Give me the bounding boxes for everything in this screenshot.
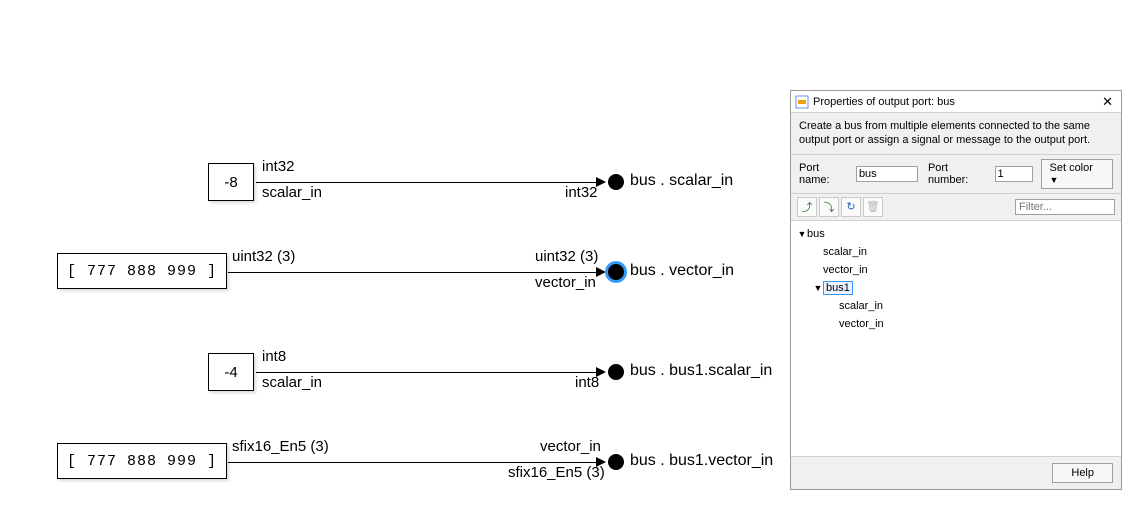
set-color-button[interactable]: Set color ▼ <box>1041 159 1114 189</box>
diagram-canvas: -8 int32 scalar_in int32 bus . scalar_in [ 77… <box>0 0 780 522</box>
signal-wire <box>256 372 596 373</box>
tree-node[interactable]: scalar_in <box>797 297 1115 315</box>
caret-down-icon[interactable]: ▼ <box>797 229 807 239</box>
source-block[interactable]: [ 777 888 999 ] <box>57 253 227 289</box>
dialog-titlebar[interactable]: Properties of output port: bus ✕ <box>791 91 1121 113</box>
arrowhead-icon <box>596 367 606 377</box>
set-color-label: Set color <box>1050 162 1093 174</box>
signal-label: sfix16_En5 (3) <box>508 464 605 481</box>
properties-dialog: Properties of output port: bus ✕ Create … <box>790 90 1122 490</box>
signal-label: int32 <box>565 184 598 201</box>
tree-node[interactable]: scalar_in <box>797 243 1115 261</box>
signal-label: vector_in <box>540 438 601 455</box>
source-block[interactable]: -4 <box>208 353 254 391</box>
output-port-dot[interactable] <box>608 264 624 280</box>
signal-label: uint32 (3) <box>535 248 598 265</box>
app-icon <box>795 95 809 109</box>
signal-tree[interactable]: ▼busscalar_invector_in▼bus1scalar_invect… <box>791 221 1121 456</box>
port-label: bus . bus1.scalar_in <box>630 362 772 380</box>
signal-label: scalar_in <box>262 374 322 391</box>
signal-label: scalar_in <box>262 184 322 201</box>
output-port-dot[interactable] <box>608 364 624 380</box>
dialog-description: Create a bus from multiple elements conn… <box>791 113 1121 155</box>
filter-input[interactable] <box>1015 199 1115 215</box>
tree-node-label: vector_in <box>823 264 868 276</box>
arrowhead-icon <box>596 457 606 467</box>
signal-wire <box>256 182 596 183</box>
tree-node[interactable]: ▼bus <box>797 225 1115 243</box>
signal-label: int32 <box>262 158 295 175</box>
add-above-button[interactable]: ⤴ <box>797 197 817 217</box>
tree-node-label: scalar_in <box>823 246 867 258</box>
output-port-dot[interactable] <box>608 454 624 470</box>
port-number-input[interactable] <box>995 166 1033 182</box>
signal-wire <box>228 272 596 273</box>
port-name-input[interactable] <box>856 166 918 182</box>
signal-wire <box>228 462 596 463</box>
dialog-title: Properties of output port: bus <box>813 96 1098 108</box>
port-number-label: Port number: <box>928 162 991 186</box>
output-port-dot[interactable] <box>608 174 624 190</box>
close-icon[interactable]: ✕ <box>1098 94 1117 110</box>
dialog-toolbar: ⤴ ⤵ ↻ 🗑 <box>791 194 1121 221</box>
port-name-label: Port name: <box>799 162 852 186</box>
add-below-button[interactable]: ⤵ <box>819 197 839 217</box>
source-block[interactable]: -8 <box>208 163 254 201</box>
port-label: bus . scalar_in <box>630 172 733 190</box>
arrowhead-icon <box>596 177 606 187</box>
tree-node-label: scalar_in <box>839 300 883 312</box>
help-button[interactable]: Help <box>1052 463 1113 483</box>
tree-node[interactable]: vector_in <box>797 261 1115 279</box>
port-row: Port name: Port number: Set color ▼ <box>791 155 1121 194</box>
chevron-down-icon: ▼ <box>1050 175 1059 185</box>
tree-node-label: bus <box>807 228 825 240</box>
refresh-button[interactable]: ↻ <box>841 197 861 217</box>
tree-node[interactable]: vector_in <box>797 315 1115 333</box>
signal-label: uint32 (3) <box>232 248 295 265</box>
signal-label: int8 <box>262 348 286 365</box>
signal-label: sfix16_En5 (3) <box>232 438 329 455</box>
tree-node-label: vector_in <box>839 318 884 330</box>
signal-label: vector_in <box>535 274 596 291</box>
caret-down-icon[interactable]: ▼ <box>813 283 823 293</box>
delete-button[interactable]: 🗑 <box>863 197 883 217</box>
dialog-footer: Help <box>791 456 1121 489</box>
port-label: bus . bus1.vector_in <box>630 452 773 470</box>
port-label: bus . vector_in <box>630 262 734 280</box>
source-block[interactable]: [ 777 888 999 ] <box>57 443 227 479</box>
arrowhead-icon <box>596 267 606 277</box>
tree-node[interactable]: ▼bus1 <box>797 279 1115 297</box>
tree-node-label: bus1 <box>823 281 853 295</box>
